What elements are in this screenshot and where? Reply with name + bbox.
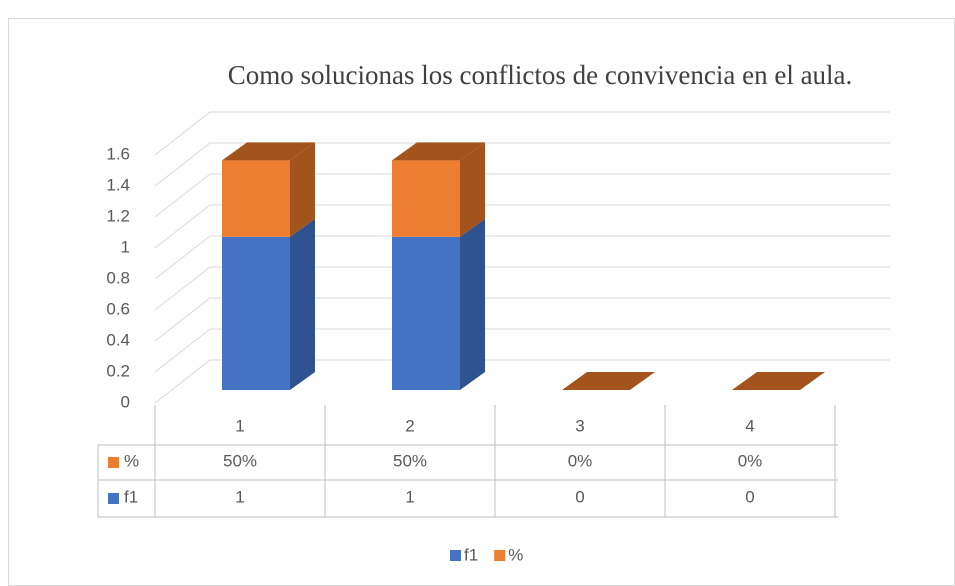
grid-line [154, 111, 890, 156]
grid-line [154, 142, 890, 187]
y-tick-label: 0.8 [106, 268, 130, 287]
y-tick-label: 1.2 [106, 206, 130, 225]
bar [392, 160, 460, 237]
grid-line [154, 359, 890, 404]
bar [392, 236, 460, 390]
table-cell: 0 [575, 487, 584, 506]
grid-line [154, 266, 890, 311]
bar [222, 160, 290, 237]
bar-side [290, 218, 315, 390]
legend-label: f1 [464, 545, 478, 564]
table-cell: 0 [745, 487, 754, 506]
bar-side [460, 142, 485, 237]
grid-line [154, 297, 890, 342]
bar-top [222, 142, 315, 161]
table-series-name: % [124, 451, 139, 470]
bar-top [732, 372, 825, 390]
grid-line [154, 235, 890, 280]
table-cell: 0% [738, 451, 763, 470]
table-legend-key [108, 457, 119, 468]
grid-line [154, 328, 890, 373]
x-tick-label: 4 [745, 416, 754, 435]
bar-side [290, 142, 315, 237]
table-series-name: f1 [124, 487, 138, 506]
bar-top [392, 142, 485, 161]
table-cell: 50% [223, 451, 257, 470]
chart-title: Como solucionas los conflictos de conviv… [228, 60, 853, 90]
x-tick-label: 3 [575, 416, 584, 435]
grid-line [154, 173, 890, 218]
y-tick-label: 0 [121, 392, 130, 411]
bar [222, 236, 290, 390]
y-tick-label: 0.2 [106, 361, 130, 380]
y-tick-label: 1.4 [106, 175, 130, 194]
legend-label: % [508, 545, 523, 564]
grid-line [154, 204, 890, 249]
legend-key [494, 550, 506, 561]
table-legend-key [108, 493, 119, 504]
table-cell: 1 [405, 487, 414, 506]
y-tick-label: 1 [121, 237, 130, 256]
x-tick-label: 2 [405, 416, 414, 435]
table-cell: 1 [235, 487, 244, 506]
y-tick-label: 0.6 [106, 299, 130, 318]
table-cell: 0% [568, 451, 593, 470]
bar-top [562, 372, 655, 390]
table-cell: 50% [393, 451, 427, 470]
y-tick-label: 0.4 [106, 330, 130, 349]
legend-key [450, 550, 461, 561]
y-tick-label: 1.6 [106, 144, 130, 163]
bar-side [460, 218, 485, 390]
x-tick-label: 1 [235, 416, 244, 435]
